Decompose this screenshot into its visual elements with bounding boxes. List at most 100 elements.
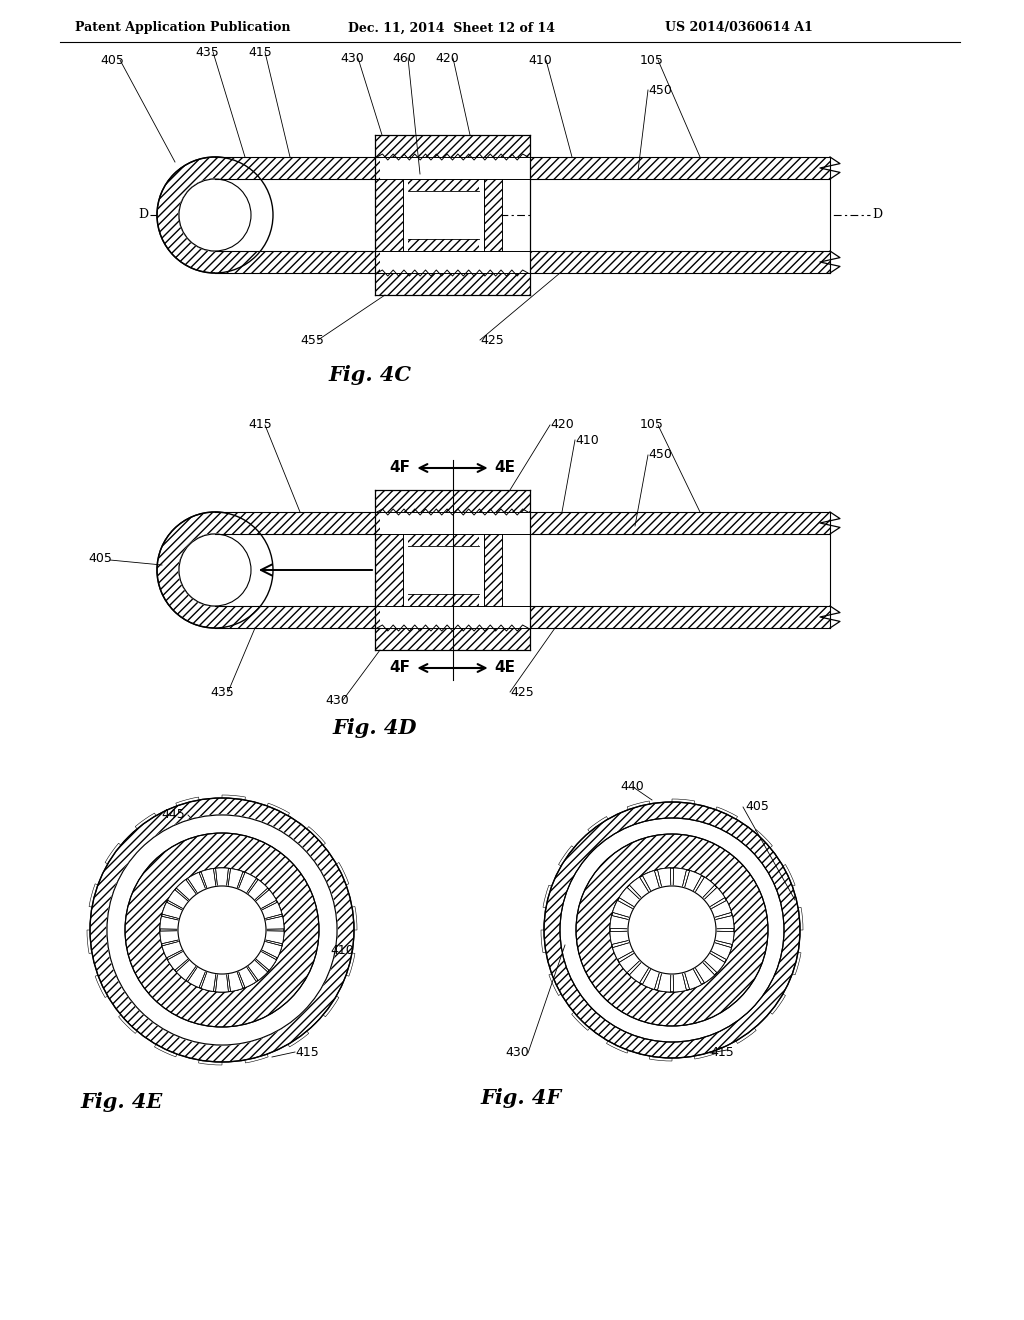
Text: 405: 405: [88, 552, 112, 565]
Wedge shape: [157, 157, 273, 273]
Wedge shape: [715, 931, 734, 945]
Wedge shape: [255, 952, 276, 970]
Wedge shape: [119, 1012, 139, 1034]
Text: 4F: 4F: [389, 660, 411, 676]
Wedge shape: [620, 887, 640, 907]
Text: 420: 420: [435, 51, 459, 65]
Wedge shape: [343, 953, 355, 977]
Text: D: D: [872, 209, 882, 222]
Text: 460: 460: [392, 51, 416, 65]
Wedge shape: [305, 826, 326, 847]
Text: 405: 405: [100, 54, 124, 66]
Text: 430: 430: [505, 1047, 528, 1060]
Wedge shape: [606, 1039, 629, 1053]
Wedge shape: [187, 873, 206, 894]
Wedge shape: [588, 817, 609, 834]
Text: Dec. 11, 2014  Sheet 12 of 14: Dec. 11, 2014 Sheet 12 of 14: [348, 21, 555, 34]
Wedge shape: [334, 862, 349, 886]
Circle shape: [179, 180, 251, 251]
Wedge shape: [558, 846, 577, 867]
Wedge shape: [695, 876, 715, 898]
Wedge shape: [321, 994, 339, 1016]
Bar: [215, 512, 380, 535]
Bar: [408, 239, 479, 251]
Wedge shape: [673, 869, 686, 887]
Wedge shape: [266, 803, 290, 818]
Wedge shape: [187, 966, 206, 987]
Bar: [215, 606, 380, 628]
Wedge shape: [228, 972, 243, 991]
Bar: [530, 512, 830, 535]
Circle shape: [178, 886, 266, 974]
Wedge shape: [642, 969, 659, 990]
Wedge shape: [541, 931, 549, 953]
Wedge shape: [255, 890, 276, 909]
Text: 425: 425: [480, 334, 504, 346]
Wedge shape: [693, 1048, 717, 1059]
Wedge shape: [657, 869, 671, 887]
Text: 410: 410: [528, 54, 552, 66]
Text: 105: 105: [640, 54, 664, 66]
Wedge shape: [168, 952, 188, 970]
Wedge shape: [239, 966, 256, 987]
Wedge shape: [125, 833, 319, 1027]
Wedge shape: [795, 907, 803, 931]
Text: 4E: 4E: [495, 660, 515, 676]
Text: 425: 425: [510, 685, 534, 698]
Bar: [157, 157, 273, 273]
Wedge shape: [649, 1053, 672, 1061]
Wedge shape: [642, 871, 659, 891]
Wedge shape: [261, 902, 282, 919]
Bar: [408, 594, 479, 606]
Wedge shape: [544, 803, 800, 1059]
Wedge shape: [87, 931, 95, 953]
Text: 415: 415: [295, 1045, 318, 1059]
Bar: [530, 606, 830, 628]
Wedge shape: [695, 962, 715, 983]
Wedge shape: [245, 1051, 268, 1063]
Wedge shape: [768, 993, 785, 1014]
Wedge shape: [261, 941, 282, 958]
Wedge shape: [630, 876, 649, 898]
Bar: [215, 180, 380, 251]
Wedge shape: [135, 813, 158, 832]
Wedge shape: [201, 869, 216, 888]
Wedge shape: [627, 801, 650, 813]
Bar: [375, 490, 530, 512]
Wedge shape: [287, 1028, 309, 1047]
Text: 410: 410: [330, 944, 353, 957]
Wedge shape: [610, 931, 629, 945]
Wedge shape: [199, 1057, 222, 1065]
Wedge shape: [612, 942, 633, 960]
Text: Fig. 4D: Fig. 4D: [333, 718, 417, 738]
Text: 435: 435: [195, 45, 219, 58]
Wedge shape: [543, 886, 555, 908]
Wedge shape: [630, 962, 649, 983]
Wedge shape: [790, 952, 801, 974]
Wedge shape: [105, 843, 123, 866]
Text: 455: 455: [300, 334, 324, 346]
Bar: [530, 251, 830, 273]
Wedge shape: [620, 953, 640, 973]
Wedge shape: [703, 953, 725, 973]
Bar: [375, 535, 403, 606]
Text: Fig. 4E: Fig. 4E: [80, 1092, 162, 1111]
Wedge shape: [89, 884, 100, 908]
Bar: [215, 157, 380, 180]
Wedge shape: [715, 916, 734, 929]
Wedge shape: [201, 972, 216, 991]
Text: 405: 405: [745, 800, 769, 813]
Wedge shape: [703, 887, 725, 907]
Text: 435: 435: [210, 685, 233, 698]
Text: 440: 440: [620, 780, 644, 793]
Wedge shape: [90, 799, 354, 1063]
Wedge shape: [95, 974, 111, 998]
Text: Patent Application Publication: Patent Application Publication: [75, 21, 291, 34]
Wedge shape: [715, 807, 737, 822]
Wedge shape: [222, 795, 246, 803]
Wedge shape: [216, 869, 228, 886]
Bar: [530, 180, 830, 251]
Text: 105: 105: [640, 418, 664, 432]
Wedge shape: [176, 879, 197, 900]
Text: Fig. 4C: Fig. 4C: [329, 366, 412, 385]
